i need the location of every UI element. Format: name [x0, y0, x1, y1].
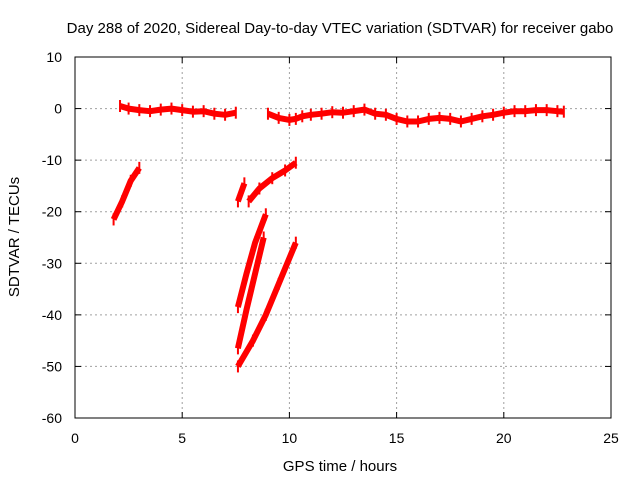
x-tick-label: 5: [178, 430, 186, 446]
x-axis: 0 5 10 15 20 25: [71, 57, 619, 446]
y-tick-label: -40: [42, 307, 62, 323]
y-axis-label: SDTVAR / TECUs: [6, 177, 23, 297]
x-axis-label: GPS time / hours: [283, 458, 397, 475]
y-tick-label: -60: [42, 410, 62, 426]
series-main-trace-b: [266, 106, 565, 125]
x-tick-label: 10: [282, 430, 298, 446]
series-segment-2: [235, 182, 248, 203]
y-axis: 10 0 -10 -20 -30 -40 -50 -60: [42, 49, 611, 426]
x-tick-label: 25: [603, 430, 619, 446]
x-tick-label: 0: [71, 430, 79, 446]
y-tick-label: -20: [42, 204, 62, 220]
x-tick-label: 20: [496, 430, 512, 446]
chart-title: Day 288 of 2020, Sidereal Day-to-day VTE…: [67, 20, 614, 37]
y-tick-label: -50: [42, 358, 62, 374]
x-tick-label: 15: [389, 430, 405, 446]
y-tick-label: 10: [46, 49, 62, 65]
series-segment-4: [234, 213, 269, 308]
plot-area-frame: [74, 56, 612, 419]
data-series: [110, 99, 565, 373]
y-tick-label: 0: [54, 101, 62, 117]
y-tick-label: -10: [42, 152, 62, 168]
y-tick-label: -30: [42, 255, 62, 271]
series-segment-5: [234, 236, 267, 350]
series-segment-1: [110, 166, 142, 221]
series-main-trace-a: [119, 103, 237, 118]
